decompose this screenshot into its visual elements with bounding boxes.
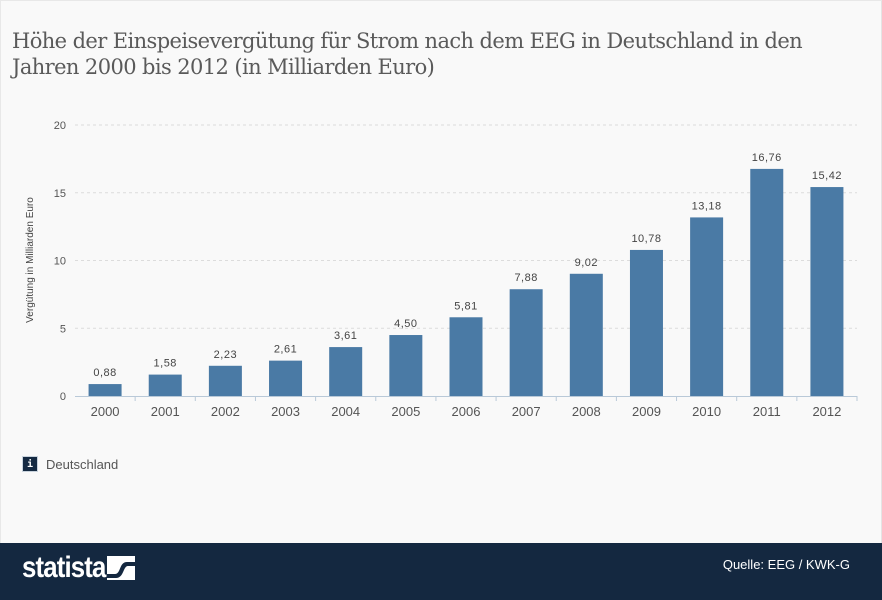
bar-chart: 0 5 10 15 20 Vergütung in Milliarden Euro 0,… <box>25 120 858 419</box>
footer: statista Quelle: EEG / KWK-G <box>0 543 882 600</box>
x-tick-label: 2011 <box>753 404 781 419</box>
data-label: 10,78 <box>631 233 661 245</box>
x-tick-label: 2009 <box>632 404 661 419</box>
bar[interactable] <box>509 289 543 396</box>
x-tick-label: 2002 <box>211 404 240 419</box>
bar[interactable] <box>88 384 122 396</box>
x-tick-label: 2001 <box>151 404 180 419</box>
y-axis-label: Vergütung in Milliarden Euro <box>25 197 36 323</box>
y-tick-label: 5 <box>60 323 66 335</box>
data-label: 4,50 <box>394 318 417 330</box>
bar[interactable] <box>269 360 303 396</box>
data-label: 7,88 <box>514 272 537 284</box>
info-icon[interactable]: i <box>22 456 38 472</box>
data-label: 2,61 <box>274 344 297 356</box>
bar[interactable] <box>208 365 242 396</box>
bar[interactable] <box>690 217 724 396</box>
data-label: 13,18 <box>692 200 722 212</box>
bar[interactable] <box>329 347 363 396</box>
data-label: 5,81 <box>454 300 477 312</box>
y-tick-label: 20 <box>54 120 66 132</box>
bar[interactable] <box>148 374 182 396</box>
data-label: 15,42 <box>812 170 842 182</box>
x-axis: 2000 2001 2002 2003 2004 2005 2006 2007 2008 2009… <box>75 396 858 419</box>
x-tick-label: 2003 <box>271 404 300 419</box>
statista-logo[interactable]: statista <box>22 551 136 585</box>
x-tick-label: 2000 <box>91 404 120 419</box>
data-label: 1,58 <box>154 358 177 370</box>
legend-label: Deutschland <box>46 456 119 472</box>
data-label: 16,76 <box>752 152 782 164</box>
bar[interactable] <box>629 249 663 396</box>
statista-mark-icon <box>107 556 136 580</box>
data-label: 0,88 <box>93 367 116 379</box>
bar[interactable] <box>389 335 423 396</box>
grid-lines <box>75 124 857 329</box>
bar[interactable] <box>810 187 844 396</box>
y-tick-label: 15 <box>54 188 66 200</box>
x-tick-label: 2007 <box>512 404 541 419</box>
x-tick-label: 2010 <box>692 404 721 419</box>
bar[interactable] <box>750 168 784 396</box>
chart-title: Höhe der Einspeisevergütung für Strom na… <box>12 29 803 79</box>
bar[interactable] <box>569 273 603 396</box>
source-label: Quelle: EEG / KWK-G <box>722 557 850 572</box>
x-tick-label: 2006 <box>452 404 481 419</box>
legend[interactable]: i Deutschland <box>22 456 118 472</box>
brand-name: statista <box>22 551 106 584</box>
y-tick-label: 10 <box>54 256 66 268</box>
y-axis-ticks: 0 5 10 15 20 <box>54 120 66 403</box>
x-tick-label: 2004 <box>331 404 360 419</box>
bars: 0,88 1,58 2,23 2,61 3,61 4,50 5,81 7,88 9,02 10,7… <box>88 152 844 396</box>
data-label: 2,23 <box>214 349 237 361</box>
y-tick-label: 0 <box>60 391 66 403</box>
x-tick-label: 2012 <box>812 404 841 419</box>
bar[interactable] <box>449 317 483 396</box>
x-tick-label: 2008 <box>572 404 601 419</box>
data-label: 3,61 <box>334 330 357 342</box>
data-label: 9,02 <box>575 257 598 269</box>
x-tick-label: 2005 <box>391 404 420 419</box>
